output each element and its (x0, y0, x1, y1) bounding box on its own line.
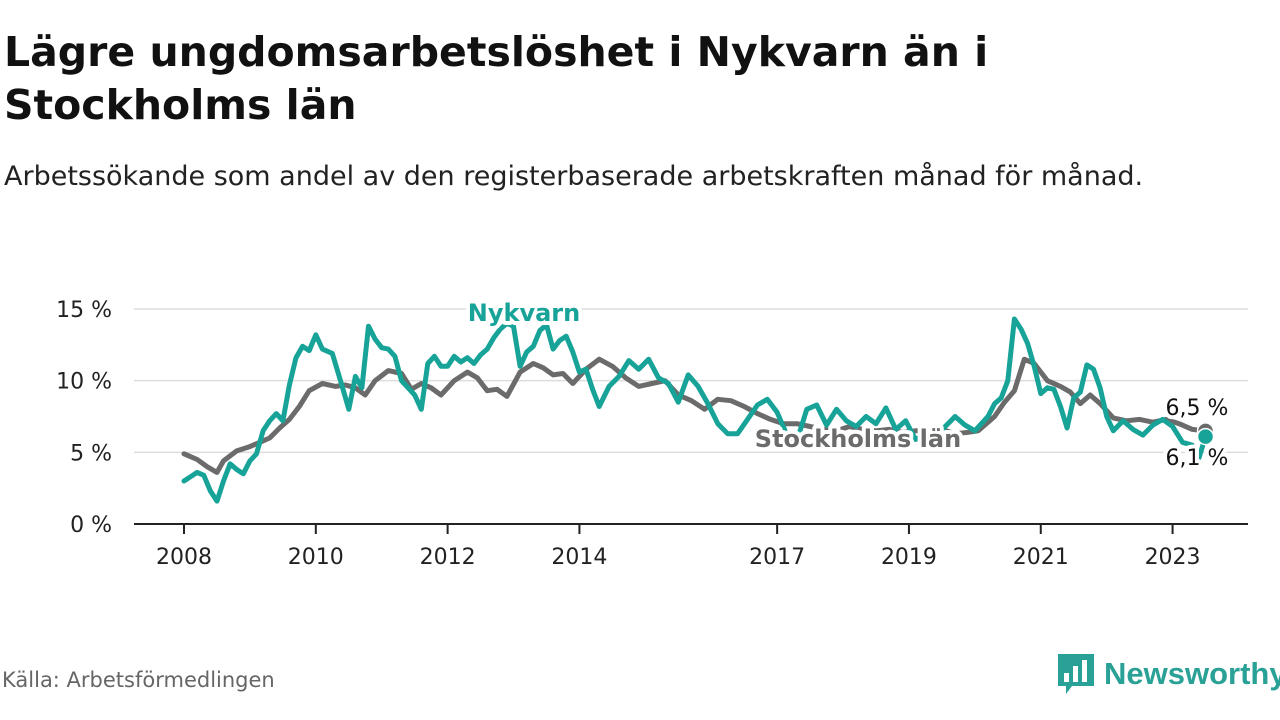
source-note: Källa: Arbetsförmedlingen (2, 668, 275, 692)
series-label-stockholm-halo: Stockholms län (755, 425, 961, 453)
end-value-nykvarn: 6,1 % (1166, 446, 1229, 471)
series-lines (181, 316, 1215, 504)
y-tick-label: 5 % (70, 441, 112, 466)
end-value-stockholm-group: 6,5 %6,5 % (1162, 392, 1233, 425)
x-tick-label: 2008 (156, 545, 212, 570)
chart-title: Lägre ungdomsarbetslöshet i Nykvarn än i… (4, 28, 989, 129)
end-value-nykvarn-group: 6,1 %6,1 % (1162, 442, 1233, 475)
x-axis-ticks: 2008 2010 2012 2014 2017 2019 2021 2023 (156, 524, 1201, 570)
x-tick-label: 2021 (1013, 545, 1069, 570)
bar-chart-logo-icon (1058, 654, 1094, 694)
x-tick-label: 2023 (1145, 545, 1201, 570)
x-tick-label: 2014 (551, 545, 607, 570)
series-label-nykvarn: Nykvarn (468, 299, 580, 327)
y-tick-label: 15 % (56, 298, 112, 323)
y-axis-ticks: 0 % 5 % 10 % 15 % (56, 298, 112, 538)
series-label-nykvarn-halo: Nykvarn (468, 299, 580, 327)
y-tick-label: 0 % (70, 513, 112, 538)
end-value-nykvarn-halo: 6,1 % (1166, 446, 1229, 471)
series-line-nykvarn (181, 316, 1208, 504)
y-tick-label: 10 % (56, 370, 112, 395)
end-value-stockholm: 6,5 % (1166, 396, 1229, 421)
brand-name: Newsworthy (1104, 656, 1280, 691)
end-value-stockholm-halo: 6,5 % (1166, 396, 1229, 421)
x-tick-label: 2012 (420, 545, 476, 570)
x-tick-label: 2019 (881, 545, 937, 570)
brand-logo[interactable]: Newsworthy (1058, 654, 1280, 694)
x-tick-label: 2010 (288, 545, 344, 570)
series-label-stockholm: Stockholms län (755, 425, 961, 453)
x-tick-label: 2017 (749, 545, 805, 570)
chart-subtitle: Arbetssökande som andel av den registerb… (4, 161, 1144, 192)
end-point-marker (1196, 427, 1215, 446)
